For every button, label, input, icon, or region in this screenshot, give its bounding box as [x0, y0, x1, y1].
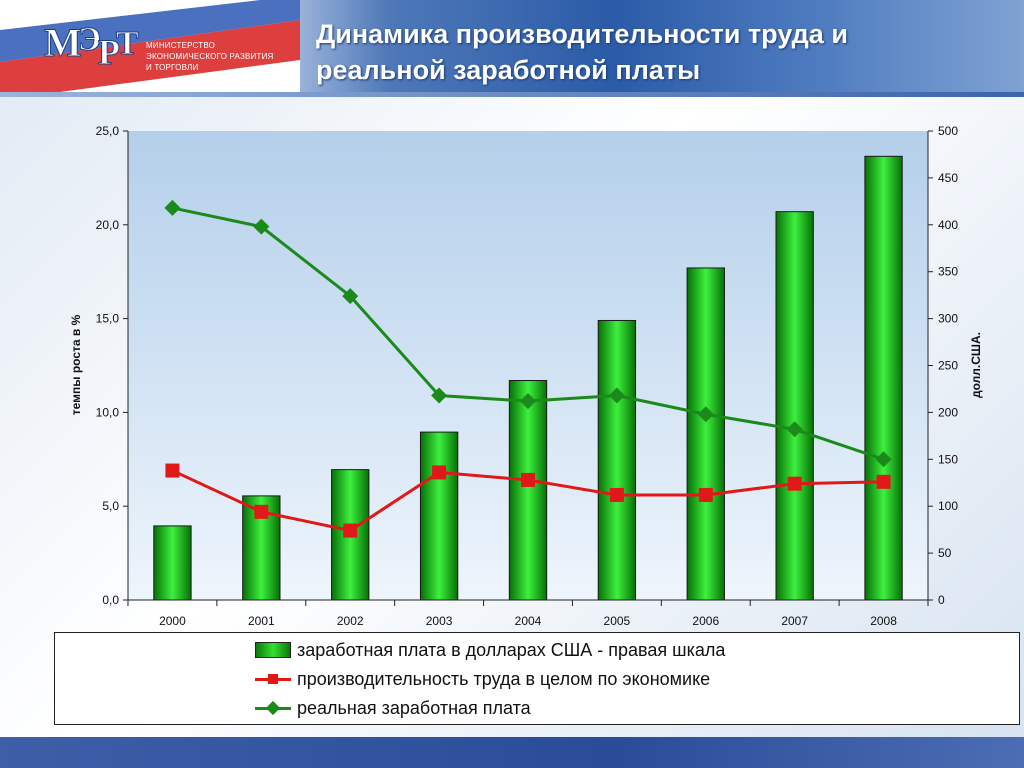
x-tick-label-2004: 2004 — [515, 614, 542, 628]
right-axis-title: долл.США. — [969, 332, 983, 398]
bar-wage-usd-2003 — [419, 431, 459, 601]
chart-legend: заработная плата в долларах США - правая… — [54, 632, 1020, 725]
right-tick-label: 250 — [938, 359, 958, 373]
legend-bar-swatch — [255, 642, 291, 658]
right-tick-label: 50 — [938, 546, 952, 560]
point-productivity-2002 — [343, 523, 358, 538]
point-real-wage-2007 — [786, 421, 803, 438]
svg-text:Р: Р — [98, 32, 120, 72]
point-real-wage-2000 — [164, 199, 181, 216]
point-real-wage-2003 — [431, 387, 448, 404]
right-tick-label: 100 — [938, 499, 958, 513]
point-productivity-2005 — [609, 487, 624, 502]
left-tick-label: 15,0 — [96, 312, 120, 326]
legend-item-wage-usd: заработная плата в долларах США - правая… — [255, 637, 725, 663]
left-tick-label: 5,0 — [102, 499, 119, 513]
right-tick-label: 450 — [938, 171, 958, 185]
mert-logo: М Э Р Т — [44, 20, 140, 73]
ministry-line-1: МИНИСТЕРСТВО — [146, 41, 216, 50]
legend-square-marker-swatch — [255, 671, 291, 687]
legend-item-productivity: производительность труда в целом по экон… — [255, 666, 710, 692]
point-productivity-2003 — [432, 465, 447, 480]
title-line-1: Динамика производительности труда и — [316, 19, 848, 49]
x-tick-label-2001: 2001 — [248, 614, 275, 628]
bar-wage-usd-2005 — [597, 319, 637, 601]
x-tick-label-2002: 2002 — [337, 614, 364, 628]
x-tick-label-2008: 2008 — [870, 614, 897, 628]
point-real-wage-2006 — [697, 406, 714, 423]
svg-text:Э: Э — [78, 21, 101, 58]
right-tick-label: 300 — [938, 312, 958, 326]
svg-text:М: М — [44, 20, 82, 65]
point-productivity-2004 — [521, 472, 535, 487]
point-real-wage-2005 — [608, 387, 625, 404]
x-tick-label-2000: 2000 — [159, 614, 186, 628]
left-tick-label: 25,0 — [96, 124, 120, 138]
ministry-line-3: И ТОРГОВЛИ — [146, 63, 199, 72]
ministry-line-2: ЭКОНОМИЧЕСКОГО РАЗВИТИЯ — [146, 52, 274, 61]
point-real-wage-2002 — [342, 288, 359, 305]
x-tick-label-2006: 2006 — [692, 614, 719, 628]
header-banner: М Э Р Т МИНИСТЕРСТВО ЭКОНОМИЧЕСКОГО РАЗВ… — [0, 0, 1024, 92]
point-productivity-2007 — [787, 476, 802, 491]
right-tick-label: 200 — [938, 405, 958, 419]
bar-wage-usd-2000 — [153, 525, 192, 601]
x-tick-label-2007: 2007 — [781, 614, 808, 628]
ministry-name: МИНИСТЕРСТВО ЭКОНОМИЧЕСКОГО РАЗВИТИЯ И Т… — [146, 40, 276, 73]
legend-label-real-wage: реальная заработная плата — [297, 697, 531, 718]
right-tick-label: 150 — [938, 452, 958, 466]
left-tick-label: 0,0 — [102, 593, 119, 607]
left-tick-label: 20,0 — [96, 218, 120, 232]
bar-wage-usd-2008 — [864, 155, 903, 601]
footer-band — [0, 737, 1024, 768]
bar-wage-usd-2007 — [775, 211, 814, 601]
header-divider — [0, 92, 1024, 97]
left-axis-title: темпы роста в % — [69, 314, 83, 415]
svg-text:Т: Т — [116, 25, 139, 62]
point-real-wage-2001 — [253, 218, 270, 235]
x-tick-label-2005: 2005 — [604, 614, 631, 628]
title-line-2: реальной заработной платы — [316, 55, 701, 85]
bar-wage-usd-2004 — [508, 380, 548, 601]
legend-label-productivity: производительность труда в целом по экон… — [297, 668, 711, 689]
point-productivity-2006 — [698, 487, 713, 502]
russian-flag-decoration — [0, 0, 300, 92]
right-tick-label: 500 — [938, 124, 958, 138]
page-title: Динамика производительности труда и реал… — [316, 16, 996, 88]
legend-diamond-marker-swatch — [255, 700, 291, 716]
point-real-wage-2004 — [520, 393, 536, 410]
x-tick-label-2003: 2003 — [426, 614, 453, 628]
bar-wage-usd-2006 — [686, 267, 725, 601]
legend-label-wage-usd: заработная плата в долларах США - правая… — [297, 639, 726, 660]
point-productivity-2000 — [165, 463, 180, 478]
legend-item-real-wage: реальная заработная плата — [255, 695, 531, 721]
right-tick-label: 400 — [938, 218, 958, 232]
point-productivity-2001 — [254, 504, 269, 519]
left-tick-label: 10,0 — [96, 405, 120, 419]
right-tick-label: 0 — [938, 593, 945, 607]
point-real-wage-2008 — [875, 451, 892, 468]
right-tick-label: 350 — [938, 265, 958, 279]
point-productivity-2008 — [876, 474, 891, 489]
